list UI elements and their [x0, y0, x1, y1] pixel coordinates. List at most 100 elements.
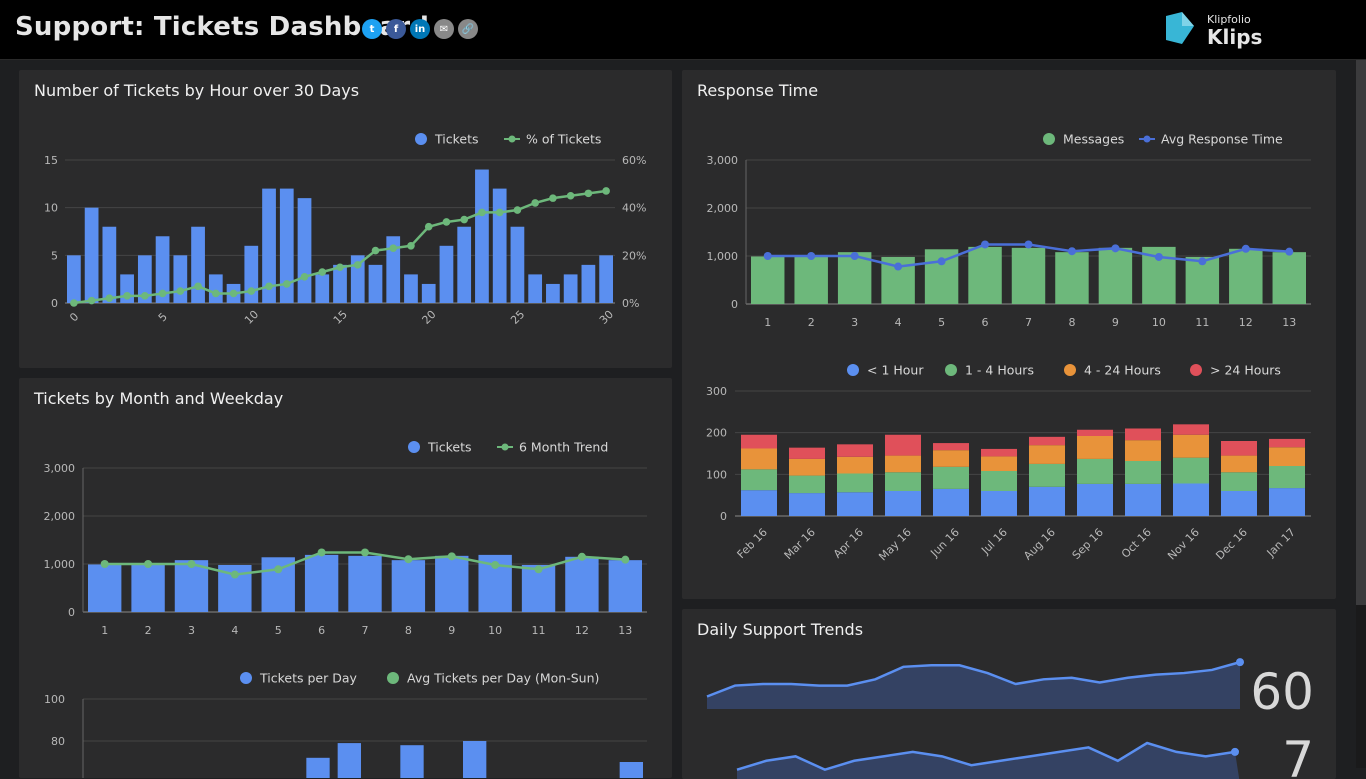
x-tick-label: 13 [1282, 316, 1296, 329]
legend-label: Avg Tickets per Day (Mon-Sun) [407, 671, 599, 686]
bar-tickets [492, 188, 507, 303]
panel-title: Tickets by Month and Weekday [34, 389, 284, 408]
trend-point [100, 560, 109, 568]
point-pct-tickets [602, 187, 610, 195]
twitter-icon[interactable]: t [362, 19, 382, 39]
bar-tickets [244, 245, 259, 303]
bar [348, 555, 382, 612]
legend-swatch [945, 364, 957, 376]
month-weekday-panel: Tickets by Month and Weekday 0 1,000 2,000… [19, 378, 672, 778]
legend-swatch [1064, 364, 1076, 376]
trend-point [534, 565, 543, 574]
x-tick-label: Dec 16 [1213, 526, 1250, 563]
y-tick-label: 100 [706, 468, 727, 481]
legend-label: 1 - 4 Hours [965, 363, 1034, 378]
link-icon[interactable]: 🔗 [458, 19, 478, 39]
y-tick-label: 2,000 [44, 510, 76, 523]
x-tick-label: 11 [1195, 316, 1209, 329]
stacked-bar-segment [981, 471, 1017, 491]
bar-tickets [155, 236, 170, 303]
legend-swatch [508, 135, 516, 143]
point-pct-tickets [70, 299, 78, 307]
trend-point [1231, 747, 1239, 756]
bar-tickets [581, 264, 596, 303]
facebook-icon[interactable]: f [386, 19, 406, 39]
x-tick-label: 2 [808, 316, 815, 329]
stacked-bar-segment [837, 444, 873, 457]
point-pct-tickets [495, 208, 504, 217]
stacked-bar-segment [1077, 458, 1113, 484]
point-pct-tickets [371, 246, 380, 255]
bar-tickets [67, 255, 81, 303]
stacked-bar-segment [1173, 483, 1209, 516]
legend-label: % of Tickets [526, 132, 601, 147]
bar-tickets [599, 255, 613, 303]
y-tick-label: 0 [720, 510, 727, 523]
x-tick-label: 10 [1152, 316, 1166, 329]
bar-tickets [421, 283, 436, 303]
x-tick-label: 9 [1112, 316, 1119, 329]
x-tick-label: 5 [275, 624, 282, 637]
bar-tickets [457, 226, 472, 303]
stacked-bar-segment [741, 448, 777, 470]
trend-point [1024, 240, 1033, 249]
stacked-bar-segment [1173, 424, 1209, 435]
bar-tickets [563, 274, 578, 303]
x-tick-label: 7 [1025, 316, 1032, 329]
email-icon[interactable]: ✉ [434, 19, 454, 39]
x-tick-label: Sep 16 [1070, 526, 1106, 562]
x-tick-label: 3 [188, 624, 195, 637]
y-tick-label: 15 [44, 154, 58, 167]
bar-tickets [404, 274, 418, 303]
x-tick-label: 7 [362, 624, 369, 637]
y-tick-label: 3,000 [707, 154, 739, 167]
point-pct-tickets [141, 292, 149, 300]
bar-tickets [297, 198, 312, 303]
trend-point [937, 257, 946, 266]
x-tick-label: Jul 16 [978, 526, 1010, 558]
y2-tick-label: 40% [622, 202, 646, 215]
stacked-bar-segment [1029, 486, 1065, 516]
trend-point [763, 252, 772, 260]
brand-name: Klipfolio [1207, 13, 1251, 26]
x-tick-label: 9 [448, 624, 455, 637]
stacked-bar-segment [933, 450, 969, 467]
bar-tickets-per-day [337, 743, 361, 778]
stacked-bar-segment [1029, 445, 1065, 464]
point-pct-tickets [513, 206, 522, 214]
stacked-bar-segment [933, 488, 969, 516]
panel-title: Number of Tickets by Hour over 30 Days [34, 81, 360, 100]
bar [88, 564, 122, 612]
trend-point [274, 565, 283, 574]
panel-title: Response Time [697, 81, 819, 100]
point-pct-tickets [336, 263, 344, 272]
klipfolio-logo[interactable]: Klipfolio Klips [1164, 10, 1264, 50]
point-pct-tickets [105, 294, 114, 303]
trend-point [491, 560, 500, 569]
stacked-bar-segment [1125, 461, 1161, 484]
trend-point [807, 252, 816, 260]
bar-tickets [137, 255, 152, 303]
stacked-bar-segment [789, 475, 825, 494]
legend-label: Tickets [434, 132, 479, 147]
bar-tickets [173, 255, 188, 303]
legend-swatch [1143, 135, 1151, 143]
bar [751, 256, 785, 304]
scrollbar-thumb[interactable] [1356, 60, 1366, 605]
y-tick-label: 5 [51, 249, 58, 262]
tickets-by-hour-chart: 0 5 10 15 0% 20% 40% 60% 0 5 10 15 20 25 30 Tickets % of… [44, 132, 646, 327]
trend-current-value: 7 [1282, 731, 1314, 779]
trend-point [981, 240, 990, 249]
bar-tickets-per-day [463, 741, 487, 778]
point-pct-tickets [460, 215, 468, 224]
stacked-bar-segment [1029, 463, 1065, 487]
bar [794, 256, 828, 304]
linkedin-icon[interactable]: in [410, 19, 430, 39]
point-pct-tickets [566, 191, 575, 200]
legend-label: 6 Month Trend [519, 440, 608, 455]
y2-tick-label: 60% [622, 154, 646, 167]
trend-point [447, 552, 456, 561]
y2-tick-label: 20% [622, 249, 646, 262]
trend-point [404, 555, 413, 564]
